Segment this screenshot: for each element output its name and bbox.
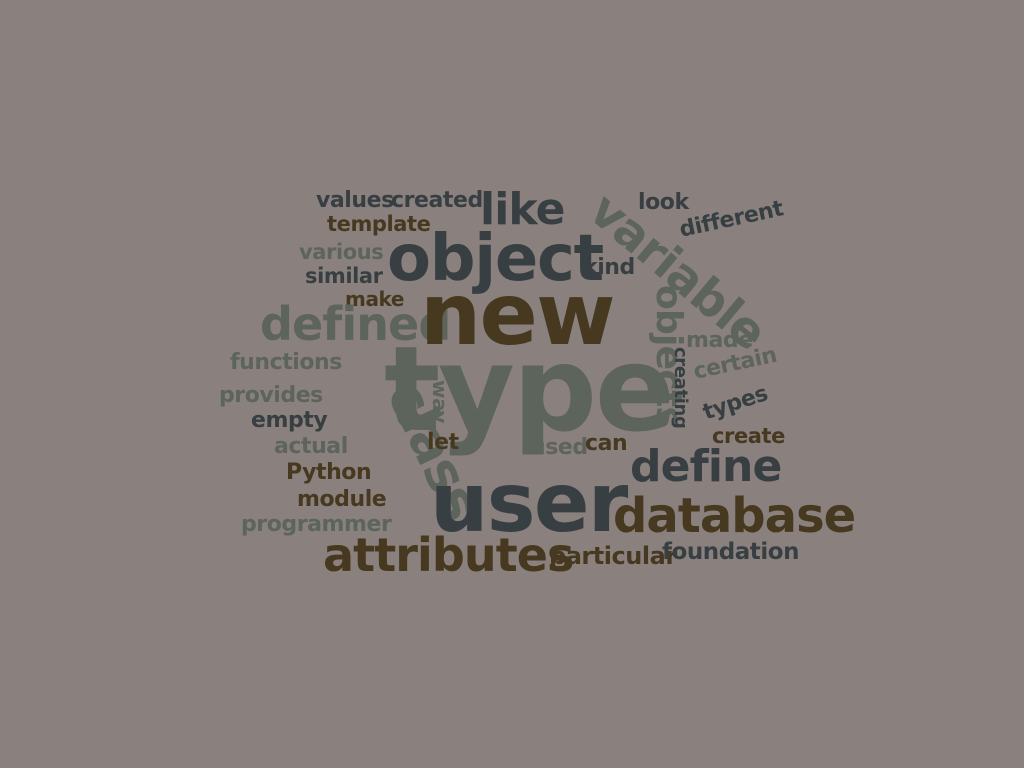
word-attributes: attributes (323, 528, 574, 582)
word-look: look (638, 190, 689, 215)
word-provides: provides (219, 383, 323, 408)
word-define: define (630, 441, 782, 492)
word-values: values (316, 188, 394, 213)
word-object: object (387, 222, 604, 296)
word-create: create (712, 424, 785, 448)
word-new: new (420, 265, 616, 365)
word-created: created (391, 188, 483, 213)
word-like: like (480, 184, 565, 235)
word-can: can (585, 431, 628, 456)
word-various: various (299, 240, 384, 264)
word-template: template (327, 212, 431, 236)
word-programmer: programmer (241, 512, 392, 537)
word-creating: creating (670, 347, 691, 429)
word-made: made (686, 328, 753, 353)
word-foundation: foundation (662, 539, 799, 565)
word-similar: similar (305, 264, 383, 288)
word-user: user (430, 456, 628, 551)
word-used: used (530, 435, 588, 460)
word-python: Python (286, 460, 372, 485)
word-functions: functions (230, 350, 342, 375)
word-particular: particular (549, 542, 677, 570)
word-database: database (613, 488, 856, 544)
word-actual: actual (274, 434, 348, 459)
word-kind: kind (583, 255, 635, 280)
word-type: type (384, 320, 675, 458)
word-way: way (428, 380, 452, 424)
word-module: module (297, 487, 387, 512)
word-empty: empty (251, 408, 328, 433)
word-make: make (345, 287, 405, 311)
word-defined: defined (260, 297, 451, 351)
word-let: let (427, 430, 459, 455)
word-different: different (677, 196, 786, 243)
word-types: types (699, 381, 771, 426)
